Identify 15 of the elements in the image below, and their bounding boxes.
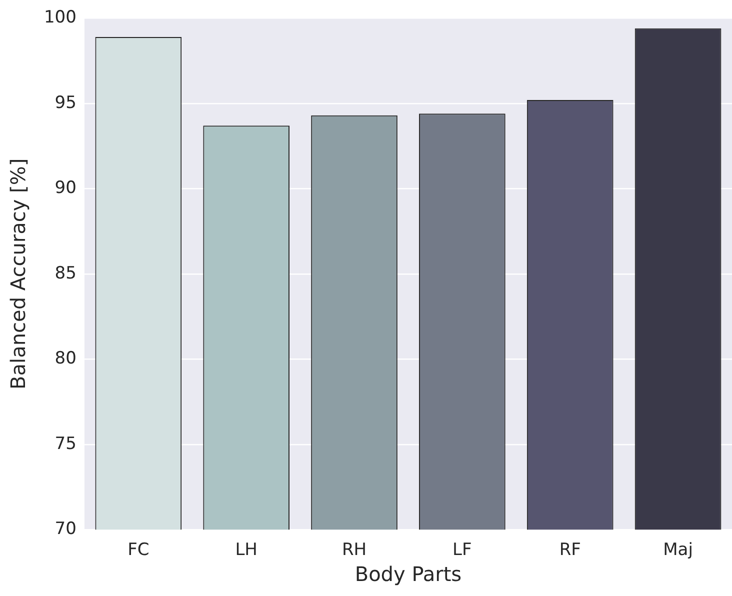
x-tick-label: LF [452,540,472,560]
x-tick-label: LH [235,540,258,560]
x-tick-label: RF [559,540,581,560]
y-axis-title: Balanced Accuracy [%] [6,158,30,390]
y-tick-label: 75 [54,434,76,454]
y-tick-label: 85 [54,263,76,284]
x-tick-label: Maj [663,540,693,560]
y-tick-label: 95 [54,92,76,113]
y-tick-label: 80 [54,348,76,369]
y-tick-label: 90 [54,178,76,198]
y-tick-label: 70 [54,519,76,540]
x-axis-title: Body Parts [354,562,462,586]
x-tick-label: RH [342,540,367,560]
y-tick-label: 100 [44,8,76,28]
x-tick-label: FC [128,540,150,560]
